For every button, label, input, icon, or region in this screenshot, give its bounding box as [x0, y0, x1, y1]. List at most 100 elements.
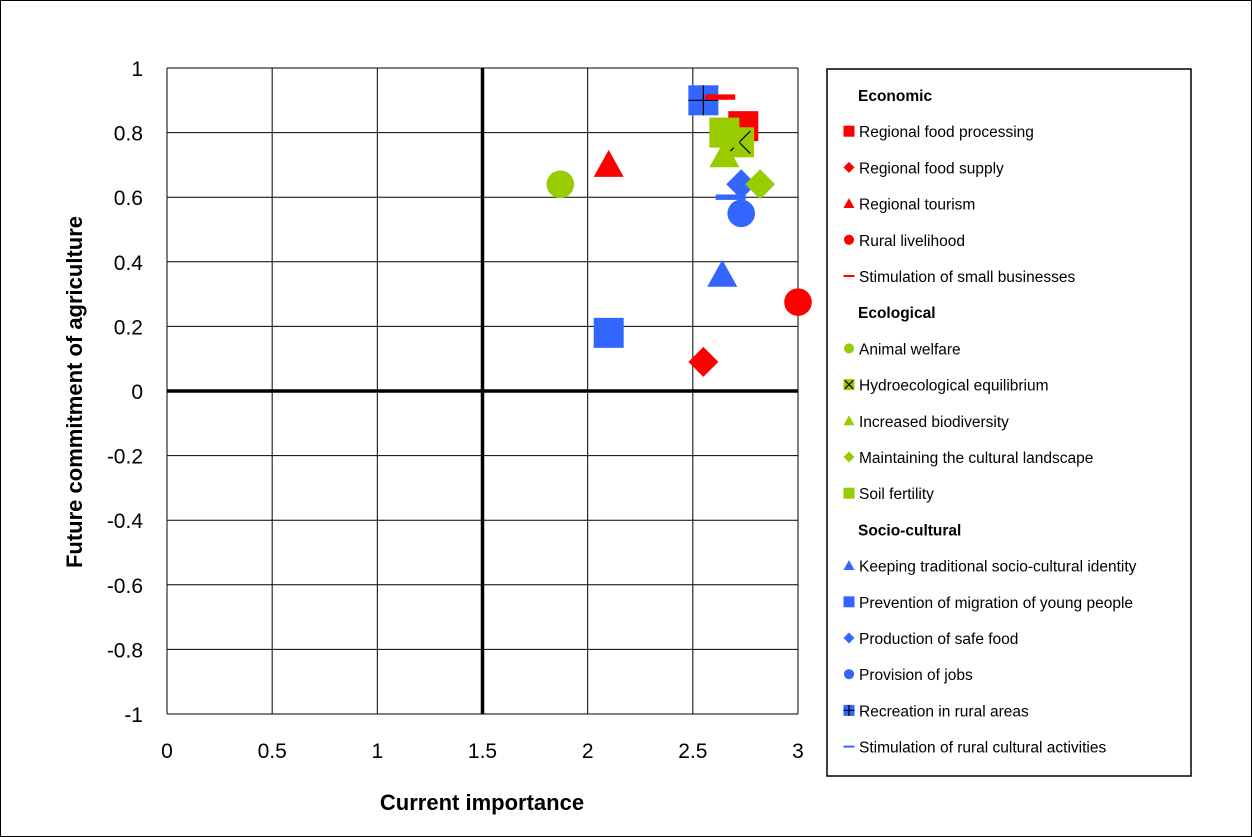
legend-item-stimulation-of-rural-cultural-activities: Stimulation of rural cultural activities: [843, 740, 1106, 757]
legend-marker: [843, 275, 855, 277]
y-tick-label: 1: [131, 58, 143, 81]
legend-label: Production of safe food: [859, 631, 1018, 648]
data-point-provision-of-jobs: [727, 199, 756, 228]
y-tick-label: 0.2: [114, 316, 143, 339]
legend-marker: [843, 745, 855, 748]
y-tick-label: -0.6: [107, 575, 143, 598]
marker-diamond: [688, 346, 719, 377]
marker-circle: [784, 288, 812, 316]
y-tick-label: 0: [131, 381, 143, 404]
x-tick-label: 2: [582, 740, 594, 763]
y-tick-label: -1: [124, 704, 143, 727]
data-point-rural-livelihood: [784, 288, 812, 316]
legend-label: Regional food processing: [859, 124, 1034, 141]
legend-marker: [843, 343, 855, 354]
marker-diamond: [745, 169, 776, 200]
x-tick-label: 0.5: [258, 740, 287, 763]
marker-triangle: [843, 560, 855, 570]
marker-circle: [546, 170, 575, 199]
x-tick-label: 2.5: [678, 740, 707, 763]
data-point-stimulation-of-small-businesses: [705, 94, 736, 100]
y-tick-label: -0.4: [107, 510, 144, 533]
marker-circle: [843, 343, 855, 354]
marker-circle: [727, 199, 756, 228]
marker-circle: [843, 234, 855, 245]
legend-item-production-of-safe-food: Production of safe food: [843, 631, 1018, 648]
legend-marker: [843, 704, 855, 716]
x-tick-label: 0: [161, 740, 173, 763]
marker-dash: [705, 94, 736, 100]
legend: Economic Regional food processing Regional…: [843, 88, 1137, 757]
legend-label: Prevention of migration of young people: [859, 595, 1133, 612]
marker-diamond: [726, 169, 757, 200]
legend-label: Rural livelihood: [859, 233, 965, 250]
y-tick-label: 0.6: [114, 187, 143, 210]
marker-square: [843, 125, 855, 137]
y-tick-label: 0.8: [114, 123, 143, 146]
marker-triangle: [593, 149, 624, 177]
data-point-soil-fertility: [709, 117, 740, 148]
legend-item-animal-welfare: Animal welfare: [843, 341, 961, 358]
legend-group-title: Economic: [858, 88, 932, 105]
legend-item-increased-biodiversity: Increased biodiversity: [843, 414, 1009, 431]
y-tick-label: -0.2: [107, 446, 143, 469]
y-tick-label: 0.4: [114, 252, 144, 275]
legend-item-hydroecological-equilibrium: Hydroecological equilibrium: [843, 378, 1049, 395]
marker-square: [843, 596, 855, 608]
legend-marker: [843, 379, 855, 391]
marker-cross-line: [844, 380, 854, 390]
y-tick-label: -0.8: [107, 639, 143, 662]
legend-item-rural-livelihood: Rural livelihood: [843, 233, 965, 250]
marker-triangle: [843, 415, 855, 426]
data-point-keeping-traditional-socio-cultural-identity: [707, 259, 738, 287]
legend-label: Provision of jobs: [859, 667, 973, 684]
legend-item-recreation-in-rural-areas: Recreation in rural areas: [843, 703, 1029, 720]
legend-marker: [843, 560, 855, 570]
data-point-increased-biodiversity: [709, 140, 740, 168]
legend-item-regional-food-supply: Regional food supply: [843, 160, 1004, 177]
marker-dash: [843, 275, 855, 277]
marker-square: [709, 117, 740, 148]
legend-group-title: Socio-cultural: [858, 522, 961, 539]
legend-marker: [843, 487, 855, 499]
marker-triangle: [709, 140, 740, 168]
plot-area: 0 0.5 1 1.5 2 2.5 3 1 0.8 0.6 0.4 0.2 0 -0.2 -0.4 -0.6 -…: [107, 58, 812, 763]
legend-item-regional-food-processing: Regional food processing: [843, 124, 1034, 141]
data-point-recreation-in-rural-areas: [688, 85, 719, 116]
x-tick-label: 1: [371, 740, 383, 763]
marker-dash: [843, 745, 855, 748]
legend-item-provision-of-jobs: Provision of jobs: [843, 667, 973, 684]
legend-label: Stimulation of rural cultural activities: [859, 740, 1106, 757]
legend-label: Animal welfare: [859, 341, 961, 358]
marker-circle: [843, 669, 855, 680]
marker-diamond: [843, 632, 855, 644]
legend-marker: [843, 161, 855, 173]
legend-marker: [843, 198, 855, 208]
data-point-animal-welfare: [546, 170, 575, 199]
data-point-maintaining-the-cultural-landscape: [745, 169, 776, 200]
x-tick-label: 3: [792, 740, 804, 763]
marker-diamond: [843, 451, 855, 463]
data-point-production-of-safe-food: [726, 169, 757, 200]
legend-marker: [843, 234, 855, 245]
legend-marker: [843, 125, 855, 137]
legend-label: Recreation in rural areas: [859, 703, 1029, 720]
legend-label: Soil fertility: [859, 486, 934, 503]
legend-label: Increased biodiversity: [859, 414, 1009, 431]
x-axis-title: Current importance: [380, 790, 584, 815]
legend-marker: [843, 415, 855, 426]
legend-item-stimulation-of-small-businesses: Stimulation of small businesses: [843, 269, 1075, 286]
marker-diamond: [843, 161, 855, 173]
legend-item-regional-tourism: Regional tourism: [843, 197, 975, 214]
marker-triangle: [707, 259, 738, 287]
legend-marker: [843, 596, 855, 608]
marker-square: [843, 487, 855, 499]
legend-marker: [843, 451, 855, 463]
x-tick-label: 1.5: [468, 740, 497, 763]
legend-group-title: Ecological: [858, 305, 936, 322]
legend-box: [826, 68, 1192, 777]
data-point-regional-food-supply: [688, 346, 719, 377]
legend-label: Stimulation of small businesses: [859, 269, 1075, 286]
legend-label: Keeping traditional socio-cultural ident…: [859, 559, 1137, 576]
